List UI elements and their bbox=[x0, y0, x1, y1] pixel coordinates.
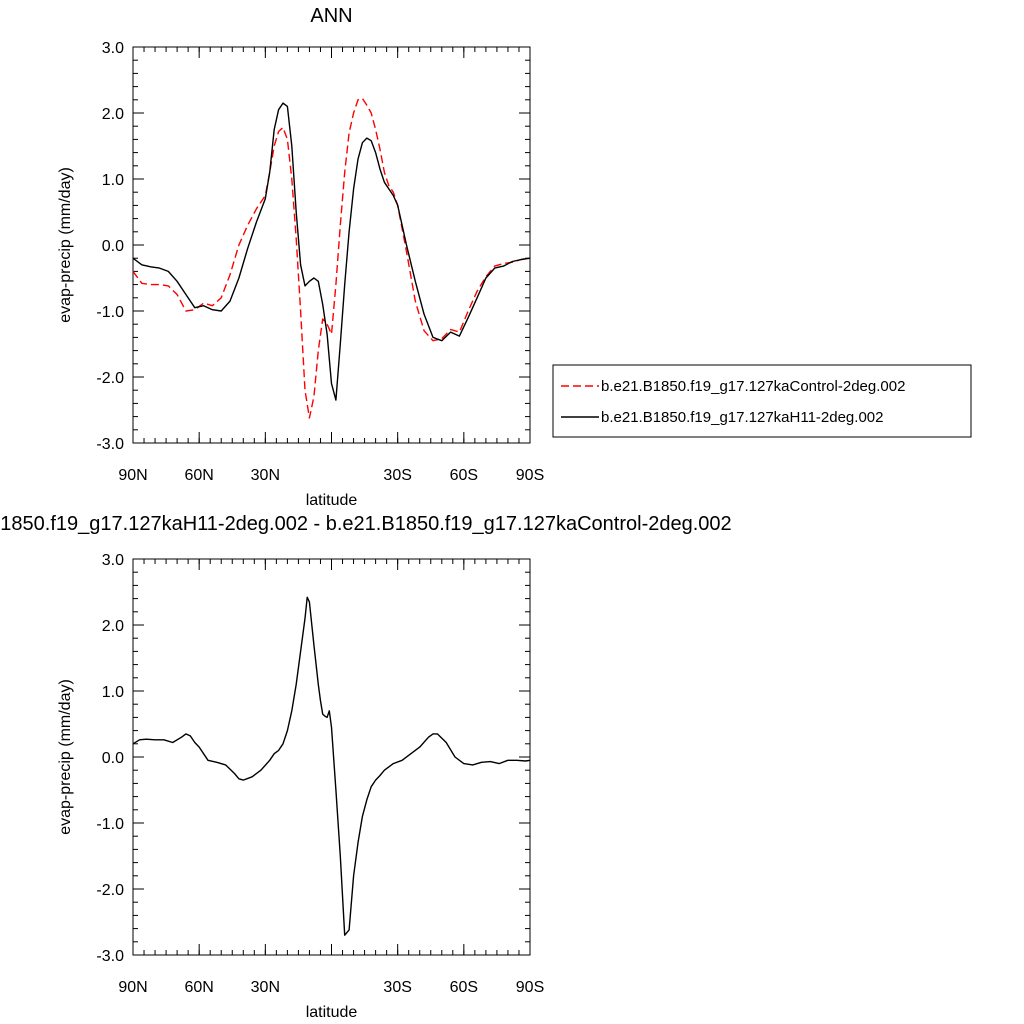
legend-label: b.e21.B1850.f19_g17.127kaControl-2deg.00… bbox=[601, 378, 905, 395]
x-tick-label: 30N bbox=[251, 467, 280, 484]
plot-frame bbox=[132, 558, 531, 956]
bottom-panel: 90N 60N 30N 30S 60S 90S 3.0 2.0 1.0 0.0 -1.0 -2.0 -3… bbox=[0, 513, 732, 1021]
x-axis-label: latitude bbox=[306, 492, 358, 509]
y-tick-label: -1.0 bbox=[96, 816, 124, 833]
x-tick-label: 60N bbox=[184, 467, 213, 484]
x-tick-label: 90S bbox=[516, 467, 544, 484]
top-panel: 90N 60N 30N 30S 60S 90S 3.0 2.0 1.0 0.0 -1.0 -2.0 -3… bbox=[57, 5, 972, 509]
x-tick-label: 90N bbox=[118, 467, 147, 484]
chart-title: b.e21.B1850.f19_g17.127kaH11-2deg.002 - … bbox=[0, 513, 732, 535]
y-tick-label: 2.0 bbox=[102, 618, 124, 635]
legend-label: b.e21.B1850.f19_g17.127kaH11-2deg.002 bbox=[601, 409, 883, 426]
y-tick-label: 0.0 bbox=[102, 238, 124, 255]
y-tick-label: -3.0 bbox=[96, 436, 124, 453]
x-tick-label: 60S bbox=[450, 467, 478, 484]
y-tick-label: 0.0 bbox=[102, 750, 124, 767]
x-tick-label: 90N bbox=[118, 979, 147, 996]
y-tick-label: 3.0 bbox=[102, 40, 124, 57]
series-line-0-0 bbox=[132, 97, 531, 419]
y-tick-label: 3.0 bbox=[102, 552, 124, 569]
x-tick-label: 60N bbox=[184, 979, 213, 996]
y-axis-label: evap-precip (mm/day) bbox=[57, 167, 74, 323]
y-tick-label: -2.0 bbox=[96, 370, 124, 387]
x-tick-label: 30S bbox=[383, 979, 411, 996]
legend: b.e21.B1850.f19_g17.127kaControl-2deg.00… bbox=[552, 364, 972, 438]
x-tick-label: 60S bbox=[450, 979, 478, 996]
series-line-1-0 bbox=[132, 596, 531, 936]
x-tick-label: 30S bbox=[383, 467, 411, 484]
y-tick-label: -3.0 bbox=[96, 948, 124, 965]
y-tick-label: -1.0 bbox=[96, 304, 124, 321]
y-tick-label: -2.0 bbox=[96, 882, 124, 899]
x-axis-label: latitude bbox=[306, 1004, 358, 1021]
y-tick-label: 1.0 bbox=[102, 172, 124, 189]
chart-title: ANN bbox=[310, 5, 352, 27]
y-tick-label: 2.0 bbox=[102, 106, 124, 123]
x-tick-label: 30N bbox=[251, 979, 280, 996]
y-axis-label: evap-precip (mm/day) bbox=[57, 679, 74, 835]
legend-box bbox=[552, 364, 972, 438]
y-tick-label: 1.0 bbox=[102, 684, 124, 701]
series-line-0-1 bbox=[132, 102, 531, 401]
x-tick-label: 90S bbox=[516, 979, 544, 996]
